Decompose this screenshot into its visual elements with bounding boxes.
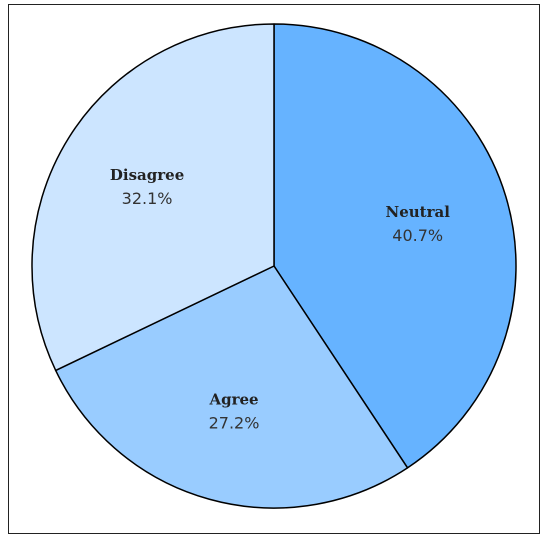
slice-value-disagree: 32.1% xyxy=(122,189,173,208)
slice-label-agree: Agree xyxy=(208,391,258,409)
slice-value-agree: 27.2% xyxy=(209,414,260,433)
slice-value-neutral: 40.7% xyxy=(392,226,443,245)
pie-slice-disagree xyxy=(31,23,275,372)
pie-slice-agree xyxy=(54,265,409,509)
slice-label-neutral: Neutral xyxy=(385,203,450,221)
pie-slices xyxy=(31,23,517,509)
pie-labels: Neutral 40.7% Agree 27.2% Disagree 32.1% xyxy=(110,166,450,433)
slice-label-disagree: Disagree xyxy=(110,166,184,184)
